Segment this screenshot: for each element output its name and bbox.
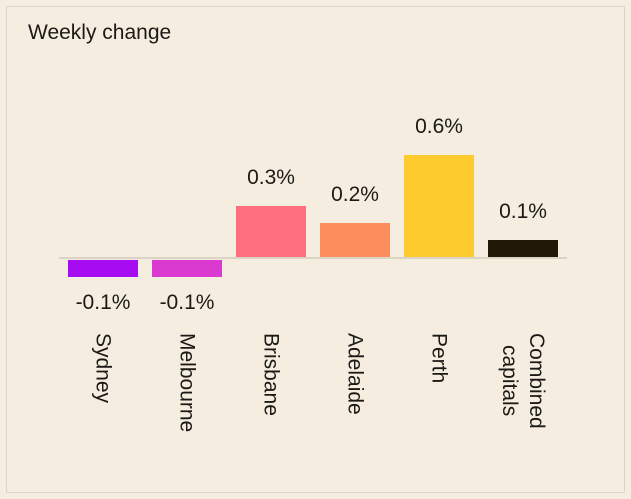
value-label-perth: 0.6%	[415, 115, 463, 138]
value-label-combined-capitals: 0.1%	[499, 200, 547, 223]
category-label-adelaide: Adelaide	[343, 333, 367, 415]
category-label-sydney: Sydney	[91, 333, 115, 404]
value-label-melbourne: -0.1%	[159, 291, 215, 314]
value-label-sydney: -0.1%	[75, 291, 131, 314]
x-axis-line	[59, 257, 567, 259]
bar-perth	[404, 155, 474, 257]
category-label-perth: Perth	[427, 333, 451, 384]
category-label-combined-capitals: Combined capitals	[498, 333, 548, 429]
value-label-adelaide: 0.2%	[331, 183, 379, 206]
bar-brisbane	[236, 206, 306, 257]
value-label-brisbane: 0.3%	[247, 166, 295, 189]
category-label-melbourne: Melbourne	[175, 333, 199, 433]
bar-melbourne	[152, 260, 222, 277]
bar-adelaide	[320, 223, 390, 257]
category-label-brisbane: Brisbane	[259, 333, 283, 416]
chart-title: Weekly change	[28, 21, 172, 44]
bar-combined-capitals	[488, 240, 558, 257]
bar-sydney	[68, 260, 138, 277]
